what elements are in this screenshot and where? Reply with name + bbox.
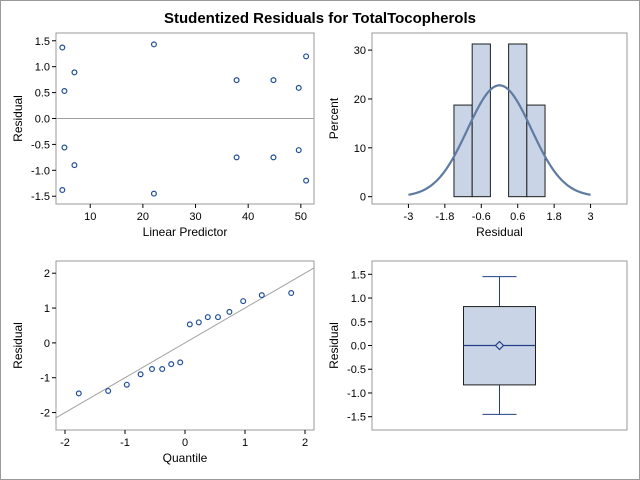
residual-boxplot-ytick-label: 0.0 (351, 341, 366, 353)
data-point (233, 77, 240, 84)
residual-histogram-xtick-label: 1.8 (546, 211, 561, 223)
residual-qq-plot-frame (55, 260, 315, 431)
qq-point (105, 387, 112, 394)
qq-point (159, 366, 166, 373)
qq-reference-line (55, 267, 315, 419)
data-point (270, 154, 277, 161)
residual-qq-ytick-label: -1 (40, 373, 50, 385)
residual-boxplot-ytick-label: -1.5 (347, 412, 366, 424)
residual-qq-xtick-label: 0 (182, 437, 188, 449)
qq-point (168, 361, 175, 368)
residual-vs-predictor-ylabel: Residual (11, 95, 25, 142)
residual-boxplot-ytick-label: 1.5 (351, 269, 366, 281)
residual-vs-predictor-xtick-label: 30 (189, 211, 201, 223)
residual-histogram-ytick-label: 10 (354, 143, 366, 155)
data-point (150, 190, 157, 197)
qq-point (215, 314, 222, 321)
residual-qq-xlabel: Quantile (163, 451, 208, 465)
data-point (71, 69, 78, 76)
residual-qq-ytick-label: 2 (44, 268, 50, 280)
qq-point (195, 319, 202, 326)
residual-vs-predictor-ytick-label: 0.0 (35, 114, 50, 126)
residual-histogram-xtick-label: 0.6 (510, 211, 525, 223)
residual-boxplot-ytick-label: -0.5 (347, 364, 366, 376)
residual-qq-xtick-label: 1 (242, 437, 248, 449)
residual-qq-ytick-label: -2 (40, 408, 50, 420)
data-point (295, 147, 302, 154)
qq-point (137, 371, 144, 378)
data-point (303, 53, 310, 60)
residual-histogram-panel: 0 10 20 30 -3 -1.8 -0.6 0.6 1.8 3 Residual Percent (327, 32, 628, 239)
page-title: Studentized Residuals for TotalTocophero… (164, 10, 476, 27)
residual-vs-predictor-xlabel: Linear Predictor (143, 225, 228, 239)
residual-vs-predictor-ytick-label: -1.0 (31, 165, 50, 177)
mean-marker (494, 340, 505, 351)
qq-point (123, 381, 130, 388)
data-point (303, 177, 310, 184)
residual-qq-xtick-label: 2 (302, 437, 308, 449)
residual-histogram-plot-frame (371, 32, 628, 205)
data-point (61, 144, 68, 151)
residual-boxplot-ytick-label: 1.0 (351, 293, 366, 305)
qq-point (186, 321, 193, 328)
data-point (295, 84, 302, 91)
qq-point (149, 366, 156, 373)
residual-vs-predictor-ytick-label: 0.5 (35, 88, 50, 100)
residual-histogram-xtick-label: -1.8 (435, 211, 454, 223)
residual-vs-predictor-ytick-label: -0.5 (31, 139, 50, 151)
residual-vs-predictor-xtick-label: 40 (242, 211, 254, 223)
residual-vs-predictor-ytick-label: 1.0 (35, 62, 50, 74)
residual-histogram-ytick-label: 30 (354, 45, 366, 57)
qq-point (204, 314, 211, 321)
residual-boxplot-ytick-label: 0.5 (351, 317, 366, 329)
residual-qq-panel: -2 -1 0 1 2 -2 -1 0 1 2 Quantile Residual (11, 260, 315, 465)
residual-vs-predictor-panel: -1.5 -1.0 -0.5 0.0 0.5 1.0 1.5 10 20 30 40 50 Linear… (11, 32, 315, 239)
histogram-bar (508, 43, 528, 198)
data-point (59, 187, 66, 194)
residual-vs-predictor-xtick-label: 20 (137, 211, 149, 223)
data-point (150, 41, 157, 48)
qq-point (288, 290, 295, 297)
residual-histogram-xtick-label: -0.6 (472, 211, 491, 223)
data-point (71, 162, 78, 169)
residual-vs-predictor-ytick-label: -1.5 (31, 191, 50, 203)
residual-qq-ytick-label: 1 (44, 303, 50, 315)
residual-qq-xtick-label: -1 (120, 437, 130, 449)
data-point (270, 77, 277, 84)
residual-histogram-ylabel: Percent (327, 97, 341, 139)
normal-density-curve (408, 84, 591, 196)
residual-boxplot-ylabel: Residual (327, 322, 341, 369)
residual-histogram-xtick-label: 3 (588, 211, 594, 223)
qq-point (258, 292, 265, 299)
residual-boxplot-panel: -1.5 -1.0 -0.5 0.0 0.5 1.0 1.5 Residual (327, 260, 628, 431)
data-point (59, 44, 66, 51)
residual-histogram-ytick-label: 0 (360, 192, 366, 204)
histogram-bar (471, 43, 491, 198)
residual-vs-predictor-xtick-label: 10 (84, 211, 96, 223)
residual-histogram-xlabel: Residual (476, 225, 523, 239)
residual-boxplot-ytick-label: -1.0 (347, 388, 366, 400)
residual-qq-xtick-label: -2 (60, 437, 70, 449)
residual-histogram-ytick-label: 20 (354, 94, 366, 106)
qq-point (226, 308, 233, 315)
residual-qq-ylabel: Residual (11, 322, 25, 369)
residual-vs-predictor-ytick-label: 1.5 (35, 36, 50, 48)
qq-point (75, 390, 82, 397)
residual-qq-ytick-label: 0 (44, 338, 50, 350)
data-point (233, 154, 240, 161)
qq-point (177, 359, 184, 366)
qq-point (240, 298, 247, 305)
residual-histogram-xtick-label: -3 (404, 211, 414, 223)
residual-vs-predictor-xtick-label: 50 (295, 211, 307, 223)
data-point (61, 88, 68, 95)
